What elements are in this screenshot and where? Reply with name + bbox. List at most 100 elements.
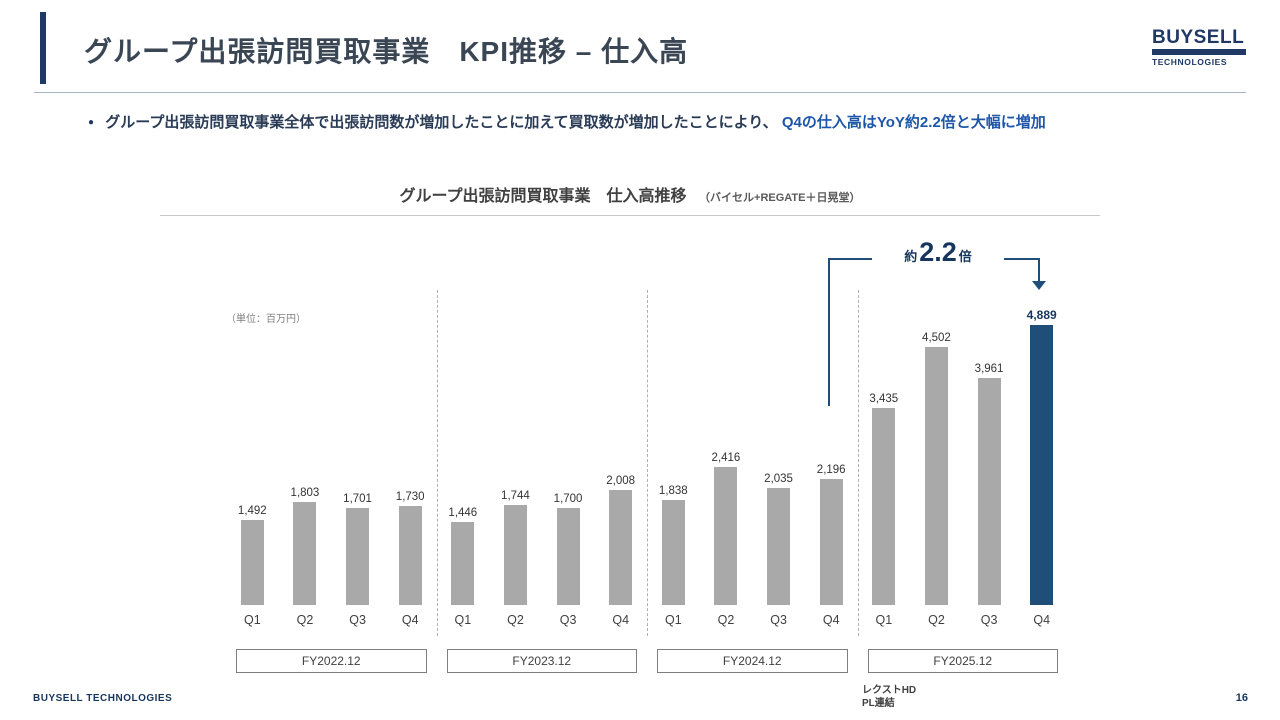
x-tick-label: Q3: [559, 613, 577, 627]
bar: [661, 500, 685, 605]
bar-cell: 1,492: [226, 505, 279, 605]
annotation-prefix: 約: [904, 249, 918, 264]
unit-label: （単位：百万円）: [226, 314, 306, 325]
bar: [767, 488, 791, 605]
title-accent-bar: [40, 12, 46, 84]
bar-cell: 2,416: [700, 452, 753, 605]
bar-cell: 4,502: [910, 332, 963, 605]
bar: [609, 490, 633, 605]
chart-footnote-line2: PL連結: [862, 698, 895, 709]
chart-title: グループ出張訪問買取事業 仕入高推移: [399, 188, 687, 205]
year-group: 1,492 1,803 1,701 1,730 Q1 Q2 Q3 Q4 FY2022.12: [226, 290, 437, 673]
bar-cell: 1,838: [647, 485, 700, 605]
bar: [503, 505, 527, 605]
bar-value-label: 4,889: [1026, 308, 1057, 322]
bar: [293, 502, 317, 605]
year-separator-dashed-line: [857, 290, 859, 636]
bar-value-label: 2,008: [606, 475, 636, 487]
x-tick-label: Q4: [612, 613, 630, 627]
logo-bar: [1152, 49, 1246, 55]
bar: [346, 508, 370, 605]
fiscal-year-label-box: FY2023.12: [446, 649, 637, 673]
bar-cell: 3,435: [858, 393, 911, 605]
chart-plot-area: 1,492 1,803 1,701 1,730 Q1 Q2 Q3 Q4 FY2022.12 1,4…: [226, 290, 1068, 673]
header-divider: [34, 92, 1246, 93]
bar-value-label: 2,035: [764, 473, 793, 485]
footer-company-name: BUYSELL TECHNOLOGIES: [33, 693, 173, 704]
buysell-logo: BUYSELL TECHNOLOGIES: [1152, 28, 1246, 67]
fiscal-year-label-box: FY2022.12: [236, 649, 427, 673]
year-group: 1,838 2,416 2,035 2,196 Q1 Q2 Q3 Q4 FY2024.12: [647, 290, 858, 673]
x-tick-label: Q1: [243, 613, 261, 627]
x-tick-label: Q1: [664, 613, 682, 627]
fiscal-year-label-box: FY2025.12: [867, 649, 1058, 673]
bar-cell: 2,035: [752, 473, 805, 605]
bar-cell: 3,961: [963, 363, 1016, 605]
bar: [240, 520, 264, 605]
annotation-suffix: 倍: [958, 249, 972, 264]
bar-value-label: 2,416: [711, 452, 741, 464]
bar-cell: 4,889: [1015, 308, 1068, 605]
x-tick-label: Q4: [1033, 613, 1051, 627]
bar-value-label: 1,730: [395, 491, 425, 503]
bar-value-label: 3,435: [869, 393, 899, 405]
bar-value-label: 1,803: [290, 487, 320, 499]
bar-highlighted: [1030, 325, 1054, 605]
bar-cell: 1,446: [437, 507, 490, 605]
annotation-bracket-vline: [828, 258, 830, 406]
bullet-icon: ●: [88, 117, 95, 128]
bar-value-label: 1,701: [343, 493, 372, 505]
bar-value-label: 1,744: [501, 490, 530, 502]
bar-cell: 1,744: [489, 490, 542, 605]
x-tick-label: Q4: [401, 613, 419, 627]
year-group: 3,435 4,502 3,961 4,889 Q1 Q2 Q3 Q4 FY2025.12: [857, 290, 1069, 673]
x-tick-label: Q3: [770, 613, 787, 627]
bar: [977, 378, 1001, 605]
bar-value-label: 1,446: [448, 507, 478, 519]
x-tick-label: Q3: [349, 613, 366, 627]
annotation-arrow-shaft: [1038, 258, 1040, 282]
page-number: 16: [1235, 692, 1248, 704]
purchase-amount-bar-chart: グループ出張訪問買取事業 仕入高推移 （バイセル+REGATE＋日晃堂） （単位…: [160, 182, 1100, 712]
fiscal-year-label-box: FY2024.12: [657, 649, 848, 673]
bar-cell: 1,730: [384, 491, 437, 605]
bar-cell: 2,008: [594, 475, 647, 605]
summary-text-highlight: Q4の仕入高はYoY約2.2倍と大幅に増加: [781, 114, 1046, 131]
year-group: 1,446 1,744 1,700 2,008 Q1 Q2 Q3 Q4 FY2023.12: [436, 290, 648, 673]
bar: [924, 347, 948, 605]
x-tick-label: Q1: [454, 613, 472, 627]
bar: [398, 506, 422, 605]
bar-value-label: 4,502: [922, 332, 951, 344]
bar-cell: 1,803: [279, 487, 332, 605]
chart-footnote-line1: レクストHD: [862, 685, 917, 696]
bar-value-label: 1,492: [237, 505, 267, 517]
logo-text-buysell: BUYSELL: [1152, 27, 1245, 48]
bar: [872, 408, 896, 605]
bar: [556, 508, 580, 605]
bar-cell: 2,196: [805, 464, 858, 605]
summary-text-normal: グループ出張訪問買取事業全体で出張訪問数が増加したことに加えて買取数が増加したこ…: [105, 114, 778, 131]
logo-text-technologies: TECHNOLOGIES: [1152, 57, 1228, 67]
bar-cell: 1,700: [542, 493, 595, 605]
x-tick-label: Q2: [507, 613, 524, 627]
chart-title-row: グループ出張訪問買取事業 仕入高推移 （バイセル+REGATE＋日晃堂）: [160, 182, 1100, 206]
x-tick-label: Q2: [717, 613, 735, 627]
chart-footnote: レクストHD PL連結: [862, 684, 916, 710]
bar-value-label: 3,961: [974, 363, 1004, 375]
x-tick-label: Q3: [980, 613, 998, 627]
bar-value-label: 2,196: [816, 464, 846, 476]
x-tick-label: Q1: [875, 613, 893, 627]
chart-title-divider: [160, 215, 1100, 216]
x-tick-label: Q2: [928, 613, 945, 627]
summary-bullet-text: ● グループ出張訪問買取事業全体で出張訪問数が増加したことに加えて買取数が増加し…: [88, 112, 1218, 133]
x-tick-label: Q4: [822, 613, 840, 627]
chart-subtitle: （バイセル+REGATE＋日晃堂）: [699, 192, 861, 204]
annotation-value: 2.2: [919, 237, 957, 267]
year-separator-dashed-line: [436, 290, 438, 636]
bar: [714, 467, 738, 605]
annotation-arrow-down-icon: [1032, 281, 1046, 290]
bar-value-label: 1,838: [658, 485, 688, 497]
annotation-label: 約2.2 倍: [872, 237, 1004, 272]
x-tick-label: Q2: [296, 613, 314, 627]
